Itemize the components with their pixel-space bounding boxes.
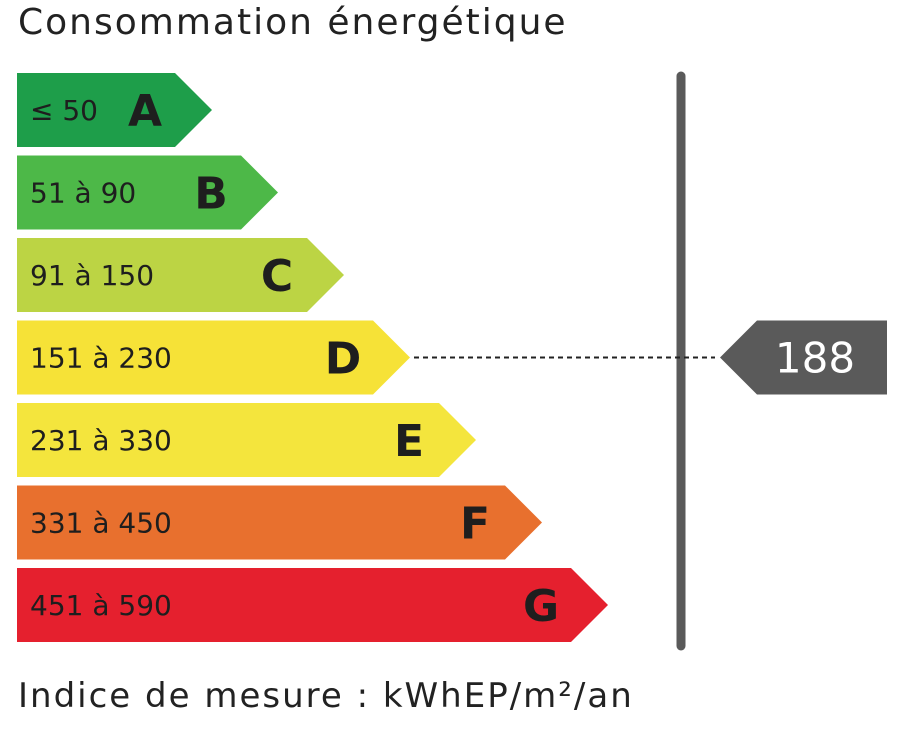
- rating-bar-g: [17, 568, 608, 642]
- rating-bars: ≤ 50 A 51 à 90 B 91 à 150 C 151 à 230 D 231 à 33…: [17, 73, 608, 642]
- rating-bar-b: [17, 155, 278, 230]
- class-letter-f: F: [460, 499, 490, 550]
- range-label-f: 331 à 450: [30, 507, 172, 540]
- range-label-g: 451 à 590: [30, 589, 172, 622]
- range-label-e: 231 à 330: [30, 424, 172, 457]
- rating-bar-f: [17, 485, 542, 560]
- rating-bar-e: [17, 403, 476, 477]
- current-value-marker: [720, 320, 887, 395]
- range-label-a: ≤ 50: [30, 94, 98, 127]
- class-letter-d: D: [325, 334, 362, 385]
- class-letter-e: E: [394, 416, 424, 467]
- range-label-b: 51 à 90: [30, 177, 136, 210]
- current-value-label: 188: [775, 334, 855, 383]
- rating-bar-d: [17, 320, 410, 395]
- class-letter-b: B: [194, 169, 228, 220]
- class-letter-a: A: [128, 86, 162, 137]
- class-letter-c: C: [261, 251, 293, 302]
- rating-bar-a: [17, 73, 212, 147]
- range-label-d: 151 à 230: [30, 342, 172, 375]
- rating-bar-c: [17, 238, 344, 312]
- range-label-c: 91 à 150: [30, 259, 154, 292]
- unit-footer: Indice de mesure : kWhEP/m²/an: [18, 676, 634, 716]
- chart-title: Consommation énergétique: [18, 2, 568, 43]
- class-letter-g: G: [523, 581, 559, 632]
